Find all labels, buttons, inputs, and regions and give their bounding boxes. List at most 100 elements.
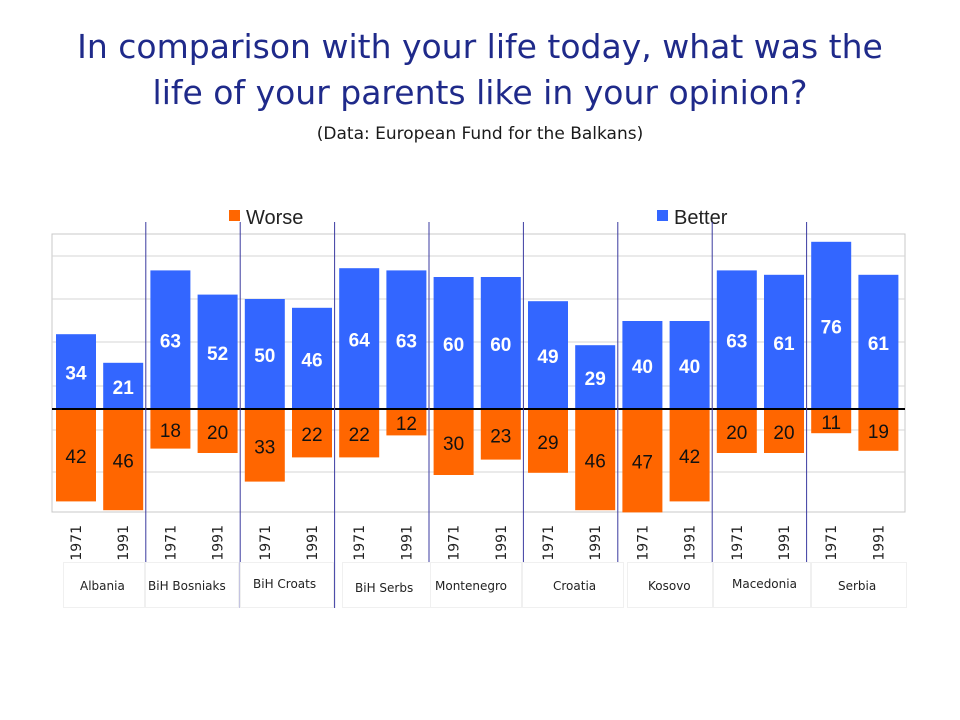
data-label-better: 61 — [773, 334, 795, 355]
year-tick-label: 1971 — [69, 525, 85, 561]
chart-title: In comparison with your life today, what… — [0, 24, 960, 116]
data-label-worse: 18 — [160, 421, 181, 442]
group-label-box: BiH Bosniaks — [146, 563, 238, 607]
group-label: Kosovo — [648, 579, 691, 593]
bar-better — [669, 321, 710, 409]
bar-better — [339, 268, 380, 409]
bar-worse — [669, 409, 710, 502]
data-label-worse: 22 — [349, 425, 370, 446]
bar-better — [386, 270, 427, 409]
bar-better — [480, 277, 521, 409]
bar-better — [150, 270, 191, 409]
data-label-worse: 11 — [821, 413, 841, 434]
title-line-1: In comparison with your life today, what… — [77, 27, 883, 66]
data-label-better: 49 — [537, 347, 558, 368]
group-label: Albania — [80, 579, 125, 593]
year-tick-label: 1971 — [352, 525, 368, 561]
bar-worse — [386, 409, 427, 436]
year-tick-label: 1991 — [399, 525, 415, 561]
bar-worse — [764, 409, 804, 453]
bar-worse — [622, 409, 663, 513]
data-label-better: 63 — [396, 332, 417, 353]
year-tick-label: 1971 — [541, 525, 557, 561]
data-label-worse: 42 — [65, 447, 86, 468]
bar-better — [197, 294, 238, 409]
data-label-worse: 19 — [868, 422, 889, 443]
legend-label-worse: Worse — [246, 207, 303, 229]
data-label-better: 60 — [490, 335, 511, 356]
bar-better — [764, 274, 804, 409]
year-tick-label: 1971 — [635, 525, 651, 561]
data-label-worse: 20 — [773, 423, 794, 444]
bar-worse — [480, 409, 521, 460]
bar-worse — [528, 409, 568, 473]
year-tick-label: 1991 — [588, 525, 604, 561]
legend-label-better: Better — [674, 207, 728, 229]
data-label-worse: 46 — [585, 452, 606, 473]
bar-better — [575, 345, 616, 409]
data-label-worse: 42 — [679, 447, 700, 468]
year-tick-label: 1991 — [211, 525, 227, 561]
bar-better — [103, 362, 144, 409]
data-label-worse: 20 — [726, 423, 747, 444]
year-tick-label: 1991 — [871, 525, 887, 561]
year-tick-label: 1971 — [258, 525, 274, 561]
bar-better — [244, 299, 285, 409]
year-tick-label: 1971 — [730, 525, 746, 561]
bar-better — [858, 274, 899, 409]
year-tick-label: 1971 — [447, 525, 463, 561]
title-line-2: life of your parents like in your opinio… — [152, 73, 808, 112]
bar-worse — [197, 409, 238, 453]
group-label-box: Croatia — [523, 563, 623, 607]
group-label: Croatia — [553, 579, 597, 593]
data-label-better: 52 — [207, 344, 228, 365]
group-label: BiH Bosniaks — [148, 579, 226, 593]
bar-worse — [575, 409, 616, 511]
data-label-better: 21 — [113, 378, 135, 399]
group-label-box: Serbia — [812, 563, 906, 607]
bar-worse — [858, 409, 899, 451]
group-label-box: Kosovo — [628, 563, 712, 607]
data-label-better: 40 — [679, 357, 700, 378]
bar-better — [528, 301, 568, 409]
group-label-box: Macedonia — [714, 563, 810, 607]
bar-better — [433, 277, 474, 409]
data-label-worse: 12 — [396, 414, 417, 435]
data-label-worse: 33 — [254, 437, 275, 458]
bar-better — [622, 321, 663, 409]
data-label-better: 61 — [868, 334, 890, 355]
data-label-better: 63 — [160, 332, 181, 353]
group-label: Serbia — [838, 579, 877, 593]
year-tick-label: 1971 — [163, 525, 179, 561]
group-label-box: Montenegro — [431, 563, 521, 607]
data-label-worse: 47 — [632, 453, 653, 474]
group-label: BiH Croats — [253, 577, 317, 591]
plot-area — [51, 233, 906, 513]
year-tick-label: 1971 — [824, 525, 840, 561]
data-label-worse: 30 — [443, 434, 464, 455]
data-label-better: 34 — [65, 364, 87, 385]
bar-worse — [433, 409, 474, 475]
group-label: Montenegro — [435, 579, 508, 593]
bar-better — [716, 270, 757, 409]
data-label-better: 76 — [821, 317, 842, 338]
bar-worse — [811, 409, 852, 434]
bar-worse — [103, 409, 144, 511]
group-label-box: BiH Serbs — [343, 563, 431, 607]
data-label-better: 64 — [349, 331, 371, 352]
group-label-box: BiH Croats — [241, 563, 333, 607]
data-label-worse: 20 — [207, 423, 228, 444]
legend-swatch-better — [657, 210, 668, 221]
bar-worse — [244, 409, 285, 482]
group-label: BiH Serbs — [355, 581, 414, 595]
year-tick-label: 1991 — [777, 525, 793, 561]
data-label-better: 60 — [443, 335, 464, 356]
legend-swatch-worse — [229, 210, 240, 221]
data-label-better: 40 — [632, 357, 653, 378]
data-label-better: 46 — [301, 350, 322, 371]
year-tick-label: 1991 — [494, 525, 510, 561]
data-label-worse: 46 — [113, 452, 134, 473]
bar-worse — [339, 409, 380, 458]
data-label-better: 50 — [254, 346, 275, 367]
